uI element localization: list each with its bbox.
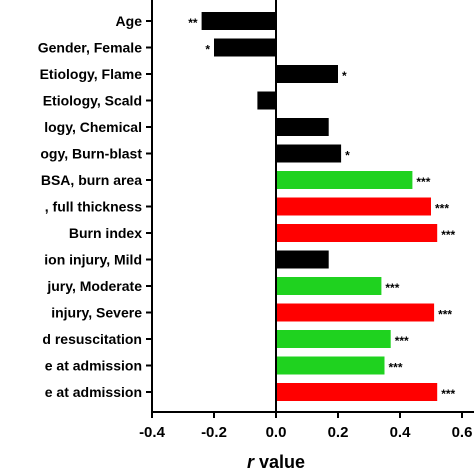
category-label: Gender, Female [38,40,142,56]
bar [276,330,391,348]
x-axis-title-variable: r [247,452,255,472]
x-axis-title: r value [247,452,305,472]
significance-label: * [342,69,347,83]
bar [276,356,385,375]
category-label: Age [116,13,143,29]
significance-label: ** [188,16,198,30]
bar [276,65,338,83]
significance-label: * [205,43,210,57]
significance-label: *** [441,228,455,242]
bar [276,383,438,401]
category-label: ion injury, Mild [44,252,142,268]
category-label: Burn index [69,225,142,241]
x-tick-label: 0.4 [390,424,412,441]
x-tick-label: -0.4 [139,424,166,441]
category-label: logy, Chemical [44,119,142,135]
category-label: jury, Moderate [46,278,142,294]
category-label: Etiology, Flame [40,66,143,82]
significance-label: *** [385,281,399,295]
significance-label: *** [416,175,430,189]
category-label: , full thickness [45,199,142,215]
category-label: BSA, burn area [41,172,142,188]
bar [276,277,382,295]
category-label: e at admission [45,358,142,374]
category-label: Etiology, Scald [43,93,142,109]
bar [276,303,435,322]
x-tick-label: -0.2 [201,424,227,441]
x-tick-label: 0.2 [328,424,349,441]
significance-label: *** [438,308,452,322]
bar [276,197,431,216]
bar [276,224,438,242]
bar [214,38,276,57]
x-tick-label: 0.0 [266,424,287,441]
category-label: e at admission [45,384,142,400]
bar [276,144,342,163]
x-axis-title-text: value [254,452,305,472]
x-tick-label: 0.6 [452,424,473,441]
significance-label: *** [441,387,455,401]
category-label: ogy, Burn-blast [40,146,142,162]
x-axis: -0.4 -0.2 0.0 0.2 0.4 0.6 [139,0,474,441]
category-labels: Age ** Gender, Female * Etiology, Flame * Etio… [38,13,456,401]
significance-label: *** [435,202,449,216]
bar [276,250,329,269]
bar [257,91,276,110]
bar [201,12,276,30]
significance-label: *** [395,334,409,348]
bar [276,118,329,136]
significance-label: *** [389,361,403,375]
bars-layer [201,12,438,401]
category-label: d resuscitation [42,331,142,347]
significance-label: * [345,149,350,163]
category-label: injury, Severe [51,305,142,321]
bar [276,171,413,189]
